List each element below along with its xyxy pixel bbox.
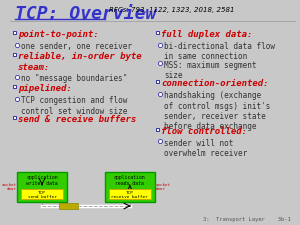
Text: TCP congestion and flow
control set window size: TCP congestion and flow control set wind… [21, 96, 128, 116]
Text: reliable, in-order byte
steam:: reliable, in-order byte steam: [18, 52, 141, 72]
Text: TCP
send buffer: TCP send buffer [28, 191, 56, 199]
Text: MSS: maximum segment
size: MSS: maximum segment size [164, 61, 257, 80]
Bar [21, 189, 63, 199]
Text: point-to-point:: point-to-point: [18, 30, 98, 39]
Bar [156, 80, 159, 83]
Text: application
writes data: application writes data [26, 175, 58, 186]
Text: socket
door: socket door [156, 183, 171, 191]
Text: 3:  Transport Layer    3b-1: 3: Transport Layer 3b-1 [203, 217, 291, 222]
Text: TCP
receive buffer: TCP receive buffer [112, 191, 148, 199]
Text: bi-directional data flow
in same connection: bi-directional data flow in same connect… [164, 42, 275, 61]
Text: connection-oriented:: connection-oriented: [161, 79, 268, 88]
Text: one sender, one receiver: one sender, one receiver [21, 42, 132, 51]
Bar [13, 31, 16, 34]
Text: flow controlled:: flow controlled: [161, 127, 247, 136]
Bar [59, 203, 78, 209]
Text: no "message boundaries": no "message boundaries" [21, 74, 128, 83]
Bar [17, 172, 67, 202]
Text: sender will not
overwhelm receiver: sender will not overwhelm receiver [164, 139, 248, 158]
Bar [156, 128, 159, 131]
Text: TCP: Overview: TCP: Overview [15, 5, 157, 23]
Bar [13, 53, 16, 56]
Bar [13, 116, 16, 119]
Text: RFCs: 793, 1122, 1323, 2018, 2581: RFCs: 793, 1122, 1323, 2018, 2581 [109, 7, 234, 13]
Text: handshaking (exchange
of control msgs) init's
sender, receiver state
before data: handshaking (exchange of control msgs) i… [164, 91, 271, 131]
Bar [105, 172, 155, 202]
Bar [156, 31, 159, 34]
Text: pipelined:: pipelined: [18, 84, 71, 93]
Text: full duplex data:: full duplex data: [161, 30, 252, 39]
Bar [13, 85, 16, 88]
Text: send & receive buffers: send & receive buffers [18, 115, 136, 124]
Text: socket
door: socket door [1, 183, 16, 191]
Bar [109, 189, 151, 199]
Text: application
reads data: application reads data [114, 175, 146, 186]
